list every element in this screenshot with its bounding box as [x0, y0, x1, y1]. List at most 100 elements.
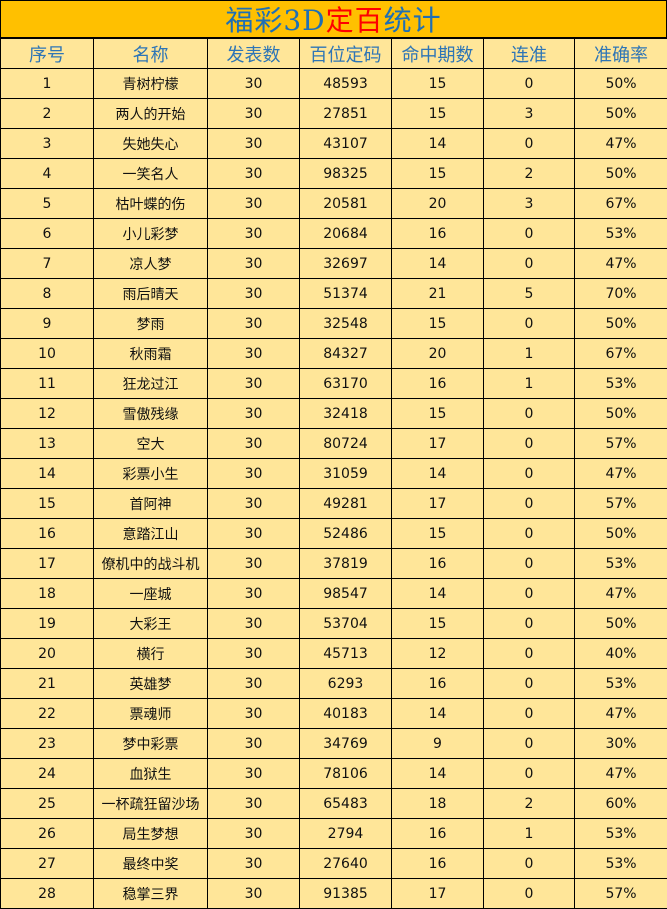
- table-row: 7 凉人梦 30 32697 14 0 47%: [0, 248, 667, 279]
- index-cell: 22: [0, 698, 94, 729]
- hits-cell: 16: [391, 368, 484, 399]
- accuracy-cell: 53%: [574, 668, 667, 699]
- streak-cell: 0: [483, 128, 575, 159]
- table-row: 26 局生梦想 30 2794 16 1 53%: [0, 818, 667, 849]
- hits-cell: 16: [391, 668, 484, 699]
- streak-cell: 0: [483, 848, 575, 879]
- accuracy-cell: 50%: [574, 68, 667, 99]
- name-cell: 雪傲残缘: [93, 398, 208, 429]
- hits-cell: 15: [391, 158, 484, 189]
- streak-cell: 2: [483, 788, 575, 819]
- hits-cell: 9: [391, 728, 484, 759]
- table-row: 4 一笑名人 30 98325 15 2 50%: [0, 158, 667, 189]
- index-cell: 24: [0, 758, 94, 789]
- hits-cell: 17: [391, 878, 484, 909]
- streak-cell: 1: [483, 338, 575, 369]
- index-cell: 2: [0, 98, 94, 129]
- table-row: 15 首阿神 30 49281 17 0 57%: [0, 488, 667, 519]
- index-cell: 27: [0, 848, 94, 879]
- code-cell: 6293: [299, 668, 392, 699]
- stats-table: 序号 名称 发表数 百位定码 命中期数 连准 准确率 1 青树柠檬 30 48593 15 0 50% 2…: [0, 38, 667, 909]
- streak-cell: 0: [483, 728, 575, 759]
- published-cell: 30: [207, 338, 300, 369]
- code-cell: 63170: [299, 368, 392, 399]
- hits-cell: 15: [391, 608, 484, 639]
- accuracy-cell: 47%: [574, 458, 667, 489]
- name-cell: 青树柠檬: [93, 68, 208, 99]
- hits-cell: 17: [391, 428, 484, 459]
- code-cell: 51374: [299, 278, 392, 309]
- code-cell: 34769: [299, 728, 392, 759]
- published-cell: 30: [207, 458, 300, 489]
- accuracy-cell: 47%: [574, 128, 667, 159]
- accuracy-cell: 57%: [574, 878, 667, 909]
- code-cell: 52486: [299, 518, 392, 549]
- published-cell: 30: [207, 308, 300, 339]
- accuracy-cell: 50%: [574, 308, 667, 339]
- title-highlight: 定百: [325, 4, 384, 37]
- accuracy-cell: 53%: [574, 548, 667, 579]
- index-cell: 12: [0, 398, 94, 429]
- hits-cell: 14: [391, 248, 484, 279]
- name-cell: 梦中彩票: [93, 728, 208, 759]
- streak-cell: 0: [483, 488, 575, 519]
- code-cell: 32697: [299, 248, 392, 279]
- accuracy-cell: 60%: [574, 788, 667, 819]
- code-cell: 40183: [299, 698, 392, 729]
- index-cell: 26: [0, 818, 94, 849]
- accuracy-cell: 67%: [574, 188, 667, 219]
- accuracy-cell: 50%: [574, 398, 667, 429]
- streak-cell: 0: [483, 578, 575, 609]
- streak-cell: 0: [483, 698, 575, 729]
- name-cell: 横行: [93, 638, 208, 669]
- hits-cell: 12: [391, 638, 484, 669]
- table-row: 10 秋雨霜 30 84327 20 1 67%: [0, 338, 667, 369]
- name-cell: 失她失心: [93, 128, 208, 159]
- streak-cell: 5: [483, 278, 575, 309]
- table-row: 21 英雄梦 30 6293 16 0 53%: [0, 668, 667, 699]
- accuracy-cell: 50%: [574, 518, 667, 549]
- accuracy-cell: 50%: [574, 158, 667, 189]
- code-cell: 37819: [299, 548, 392, 579]
- name-cell: 秋雨霜: [93, 338, 208, 369]
- code-cell: 49281: [299, 488, 392, 519]
- column-header-hits: 命中期数: [391, 38, 484, 69]
- index-cell: 5: [0, 188, 94, 219]
- table-row: 11 狂龙过江 30 63170 16 1 53%: [0, 368, 667, 399]
- name-cell: 雨后晴天: [93, 278, 208, 309]
- accuracy-cell: 50%: [574, 98, 667, 129]
- name-cell: 空大: [93, 428, 208, 459]
- published-cell: 30: [207, 218, 300, 249]
- streak-cell: 0: [483, 518, 575, 549]
- table-row: 8 雨后晴天 30 51374 21 5 70%: [0, 278, 667, 309]
- name-cell: 一笑名人: [93, 158, 208, 189]
- accuracy-cell: 40%: [574, 638, 667, 669]
- accuracy-cell: 53%: [574, 848, 667, 879]
- code-cell: 98325: [299, 158, 392, 189]
- published-cell: 30: [207, 278, 300, 309]
- streak-cell: 0: [483, 458, 575, 489]
- published-cell: 30: [207, 638, 300, 669]
- table-row: 17 僚机中的战斗机 30 37819 16 0 53%: [0, 548, 667, 579]
- code-cell: 20684: [299, 218, 392, 249]
- index-cell: 9: [0, 308, 94, 339]
- published-cell: 30: [207, 398, 300, 429]
- name-cell: 彩票小生: [93, 458, 208, 489]
- streak-cell: 2: [483, 158, 575, 189]
- accuracy-cell: 53%: [574, 818, 667, 849]
- table-row: 9 梦雨 30 32548 15 0 50%: [0, 308, 667, 339]
- index-cell: 28: [0, 878, 94, 909]
- published-cell: 30: [207, 368, 300, 399]
- name-cell: 最终中奖: [93, 848, 208, 879]
- code-cell: 43107: [299, 128, 392, 159]
- hits-cell: 18: [391, 788, 484, 819]
- published-cell: 30: [207, 878, 300, 909]
- published-cell: 30: [207, 188, 300, 219]
- code-cell: 2794: [299, 818, 392, 849]
- table-row: 3 失她失心 30 43107 14 0 47%: [0, 128, 667, 159]
- name-cell: 小儿彩梦: [93, 218, 208, 249]
- table-row: 5 枯叶蝶的伤 30 20581 20 3 67%: [0, 188, 667, 219]
- hits-cell: 15: [391, 518, 484, 549]
- code-cell: 84327: [299, 338, 392, 369]
- name-cell: 两人的开始: [93, 98, 208, 129]
